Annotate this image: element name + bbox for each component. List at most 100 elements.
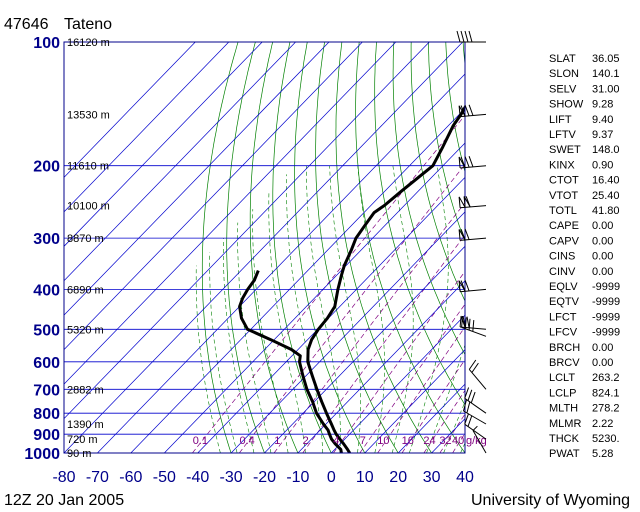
temperature-tick-label: -80 <box>52 469 75 486</box>
barb-full <box>461 315 463 328</box>
moist-adiabat <box>391 165 414 453</box>
barb-full <box>460 30 465 43</box>
height-label: 11610 m <box>67 161 109 173</box>
moist-adiabat <box>223 238 255 453</box>
index-name: LIFT <box>549 114 572 126</box>
temperature-tick-label: -30 <box>220 469 243 486</box>
mixing-ratio-line <box>273 202 465 453</box>
height-label: 13530 m <box>67 109 110 121</box>
index-name: SLON <box>549 68 579 80</box>
index-value: 9.28 <box>592 99 613 111</box>
wind-barb <box>468 359 487 390</box>
index-name: CTOT <box>549 175 579 187</box>
wind-barb <box>464 413 487 440</box>
dry-adiabat <box>428 42 465 243</box>
height-label: 90 m <box>67 448 91 460</box>
barb-full <box>460 105 466 117</box>
plot-frame <box>63 41 466 454</box>
height-label: 6890 m <box>67 284 104 296</box>
height-label: 10100 m <box>67 201 110 213</box>
mixing-ratio-label: 4 <box>333 435 339 447</box>
pressure-tick-label: 700 <box>33 382 60 399</box>
pressure-tick-label: 200 <box>33 159 60 176</box>
index-value: -9999 <box>592 296 620 308</box>
mixing-ratio-line <box>439 413 465 453</box>
height-label: 1390 m <box>67 419 104 431</box>
index-name: CINS <box>549 251 575 263</box>
barb-shaft <box>460 288 487 293</box>
dry-adiabat <box>201 42 239 453</box>
moist-adiabat <box>209 252 238 453</box>
isotherm <box>297 280 465 453</box>
pressure-tick-label: 900 <box>33 427 60 444</box>
isotherm <box>364 349 465 453</box>
pressure-tick-label: 600 <box>33 355 60 372</box>
moist-adiabat <box>268 190 306 453</box>
index-value: -9999 <box>592 311 620 323</box>
barb-full <box>464 387 470 399</box>
index-value: 2.22 <box>592 418 613 430</box>
height-label: 720 m <box>67 434 98 446</box>
mixing-ratio-label: 0.1 <box>193 435 208 447</box>
wind-barb <box>472 425 487 454</box>
height-label: 2882 m <box>67 384 104 396</box>
dry-adiabat <box>374 42 465 406</box>
wind-barb <box>463 399 487 425</box>
wind-barbs <box>456 30 487 454</box>
barb-flag <box>458 156 466 169</box>
isotherm <box>64 42 230 213</box>
barb-full <box>470 391 476 403</box>
index-name: LFCT <box>549 311 577 323</box>
temperature-tick-label: -20 <box>253 469 276 486</box>
index-value: 0.00 <box>592 342 613 354</box>
stability-indices: SLAT 36.05 SLON 140.1 SELV 31.00 SHOW 9.28 LIFT 9… <box>549 53 620 460</box>
index-value: 5230. <box>592 433 620 445</box>
barb-full <box>467 415 473 427</box>
index-value: 25.40 <box>592 190 620 202</box>
height-label: 8870 m <box>67 233 104 245</box>
temperature-tick-label: 10 <box>356 469 374 486</box>
barb-full <box>464 280 470 292</box>
wind-barb <box>461 315 487 337</box>
moist-adiabat <box>237 222 272 453</box>
index-name: THCK <box>549 433 580 445</box>
dry-adiabat <box>445 42 465 174</box>
isotherm <box>64 42 196 178</box>
mixing-ratio-label: 32 <box>439 435 451 447</box>
barb-full <box>456 30 461 43</box>
index-name: VTOT <box>549 190 578 202</box>
barb-full <box>464 317 467 329</box>
mixing-ratio-line <box>333 270 465 453</box>
index-name: CAPE <box>549 220 579 232</box>
index-name: LFTV <box>549 129 577 141</box>
barb-shaft <box>464 397 487 414</box>
barb-full <box>464 228 470 240</box>
index-name: TOTL <box>549 205 577 217</box>
barb-full <box>466 401 471 414</box>
index-name: PWAT <box>549 448 580 460</box>
barb-flag <box>463 196 471 208</box>
barb-full <box>472 320 475 332</box>
mixing-ratio-label: g/kg <box>466 435 487 447</box>
isotherm <box>331 314 465 453</box>
index-name: CINV <box>549 266 576 278</box>
pressure-tick-label: 400 <box>33 282 60 299</box>
index-value: 0.90 <box>592 159 613 171</box>
index-name: CAPV <box>549 235 580 247</box>
barb-shaft <box>460 237 487 241</box>
temperature-line <box>306 104 465 453</box>
index-value: 9.40 <box>592 114 613 126</box>
mixing-ratio-line <box>377 326 465 453</box>
isotherm <box>64 42 330 316</box>
temperature-tick-label: 0 <box>327 469 336 486</box>
index-value: -9999 <box>592 327 620 339</box>
wind-barb <box>458 156 487 169</box>
barb-full <box>462 316 466 328</box>
index-value: 0.00 <box>592 220 613 232</box>
mixing-ratio-line <box>239 163 465 453</box>
mixing-ratio-line <box>192 114 465 453</box>
dry-adiabat <box>392 42 465 356</box>
pressure-tick-label: 500 <box>33 322 60 339</box>
barb-full <box>468 156 474 168</box>
